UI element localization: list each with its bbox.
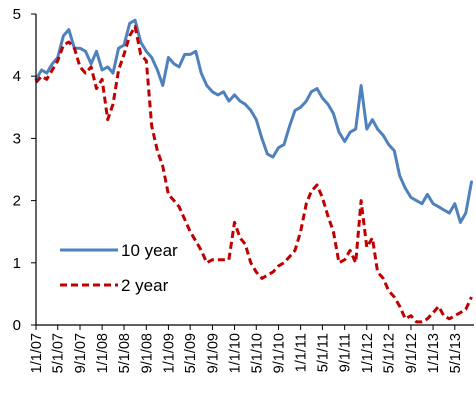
legend-label-2-year: 2 year [121,276,169,295]
x-tick-label: 5/1/07 [51,333,67,373]
x-tick-label: 1/1/10 [228,333,244,373]
x-tick-label: 5/1/11 [315,333,331,372]
x-tick-label: 9/1/08 [139,333,155,373]
series-line-10-year [34,18,473,224]
series-line-2-year [34,24,473,324]
x-tick-label: 1/1/08 [95,333,111,373]
y-axis-ticks: 0 1 2 3 4 5 [13,6,36,334]
plot-area [34,18,473,324]
x-axis-ticks: 1/1/07 5/1/07 9/1/07 1/1/08 5/1/08 9/1/08 1/1/… [29,325,464,373]
x-tick-label: 1/1/11 [294,333,310,372]
y-tick-label: 5 [13,6,21,23]
x-tick-label: 1/1/12 [360,333,376,373]
y-tick-label: 1 [13,255,21,272]
x-tick-label: 9/1/11 [338,333,354,372]
x-tick-label: 5/1/08 [117,333,133,373]
x-tick-label: 9/1/07 [73,333,89,373]
y-tick-label: 3 [13,130,21,147]
x-tick-label: 5/1/10 [249,333,265,373]
y-tick-label: 2 [13,193,21,210]
x-tick-label: 5/1/13 [448,333,464,373]
x-tick-label: 9/1/10 [272,333,288,373]
y-tick-label: 4 [13,68,21,85]
x-tick-label: 5/1/09 [183,333,199,373]
x-tick-label: 5/1/12 [382,333,398,373]
legend: 10 year 2 year [60,241,178,295]
x-tick-label: 1/1/09 [161,333,177,373]
x-tick-label: 1/1/07 [29,333,45,373]
y-tick-label: 0 [13,317,21,334]
x-tick-label: 9/1/12 [404,333,420,373]
legend-label-10-year: 10 year [121,241,178,260]
x-tick-label: 9/1/09 [205,333,221,373]
x-tick-label: 1/1/13 [426,333,442,373]
